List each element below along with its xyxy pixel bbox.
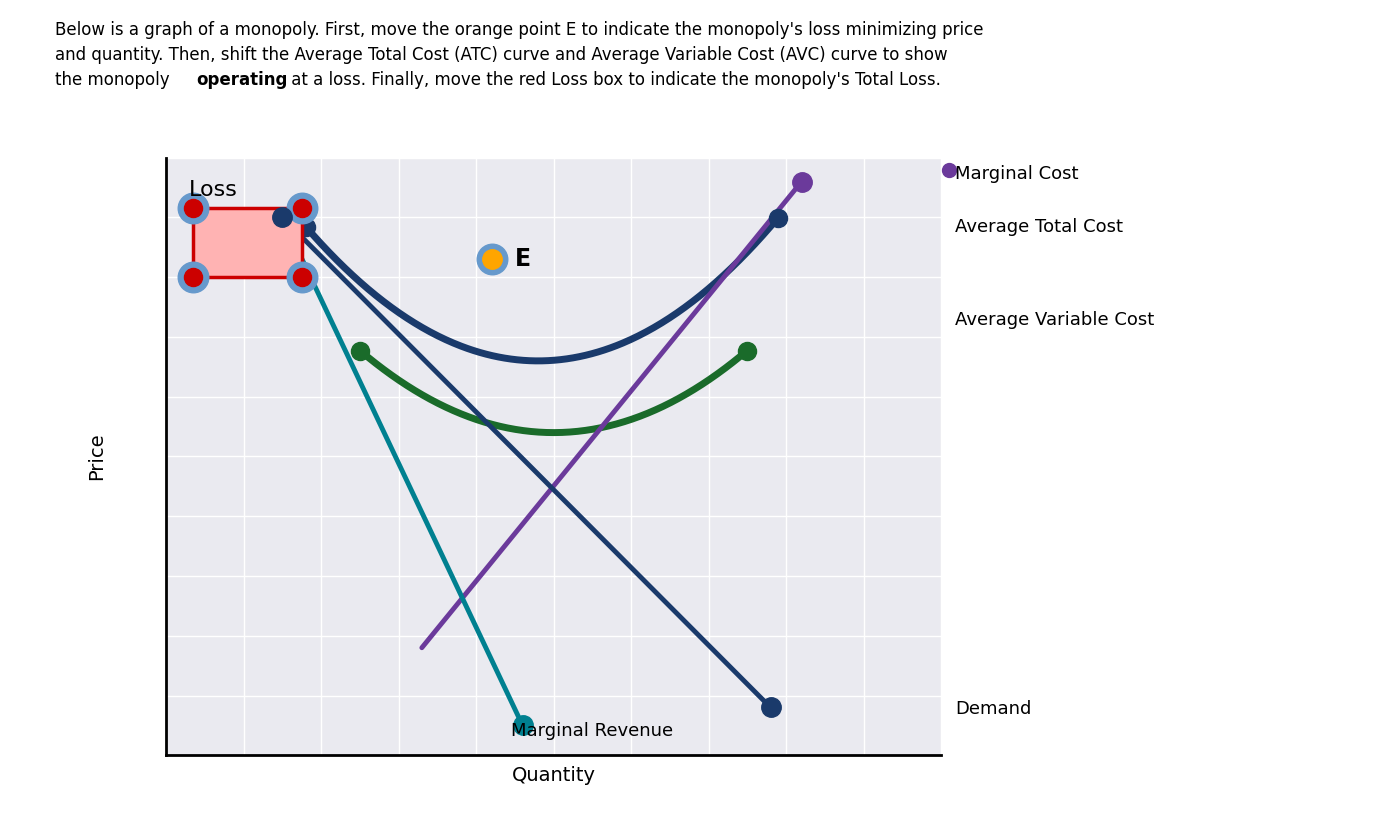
Text: at a loss. Finally, move the red Loss box to indicate the monopoly's Total Loss.: at a loss. Finally, move the red Loss bo… xyxy=(286,71,941,89)
Text: E: E xyxy=(515,247,531,271)
Bar xyxy=(194,208,302,277)
Text: the monopoly: the monopoly xyxy=(55,71,176,89)
Text: Marginal Revenue: Marginal Revenue xyxy=(511,722,674,740)
Text: Average Variable Cost: Average Variable Cost xyxy=(955,310,1154,329)
Text: Marginal Cost: Marginal Cost xyxy=(955,165,1078,183)
Text: Demand: Demand xyxy=(955,700,1031,718)
Text: Average Total Cost: Average Total Cost xyxy=(955,218,1122,237)
X-axis label: Quantity: Quantity xyxy=(512,766,595,785)
Text: Below is a graph of a monopoly. First, move the orange point E to indicate the m: Below is a graph of a monopoly. First, m… xyxy=(55,21,984,39)
Text: Price: Price xyxy=(87,432,105,481)
Text: Loss: Loss xyxy=(190,179,238,199)
Text: operating: operating xyxy=(197,71,288,89)
Text: and quantity. Then, shift the Average Total Cost (ATC) curve and Average Variabl: and quantity. Then, shift the Average To… xyxy=(55,46,948,64)
